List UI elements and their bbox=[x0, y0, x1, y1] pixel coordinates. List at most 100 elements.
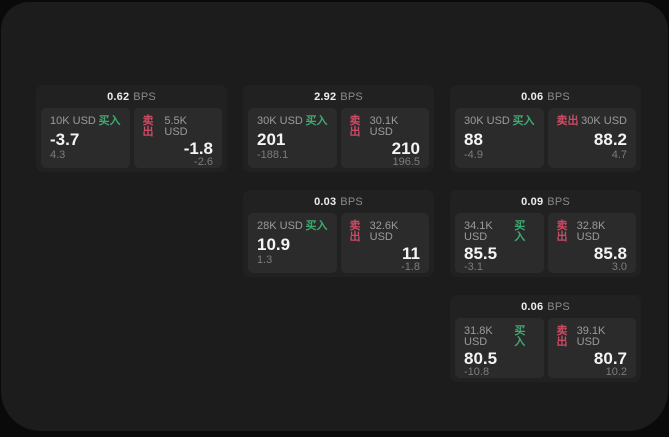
buy-tile-header: 10K USD 买入 bbox=[50, 116, 121, 127]
bps-unit-label: BPS bbox=[340, 90, 363, 103]
buy-side-label: 买入 bbox=[305, 115, 328, 127]
buy-sub-value: -10.8 bbox=[464, 366, 490, 378]
buy-price: 10.9 bbox=[257, 235, 291, 254]
card-body: 34.1K USD 买入 85.5 -3.1 卖出 32.8K USD 85.8… bbox=[450, 213, 641, 277]
sell-price: 210 bbox=[391, 139, 420, 158]
sell-price: 11 bbox=[402, 244, 420, 263]
sell-price: 88.2 bbox=[593, 130, 627, 149]
sell-price-tile[interactable]: 卖出 32.6K USD 11 -1.8 bbox=[340, 213, 429, 273]
bps-unit-label: BPS bbox=[547, 300, 570, 313]
sell-notional: 32.6K USD bbox=[369, 220, 399, 243]
card-body: 10K USD 买入 -3.7 4.3 卖出 5.5K USD -1.8 -2.… bbox=[36, 108, 227, 172]
buy-price: 88 bbox=[464, 130, 483, 149]
buy-price-tile[interactable]: 31.8K USD 买入 80.5 -10.8 bbox=[455, 318, 544, 378]
buy-price-tile[interactable]: 34.1K USD 买入 85.5 -3.1 bbox=[455, 213, 544, 273]
sell-side-label: 卖出 bbox=[142, 115, 154, 138]
buy-tile-header: 30K USD 买入 bbox=[257, 116, 328, 127]
sell-side-label: 卖出 bbox=[556, 325, 568, 348]
buy-price-tile[interactable]: 30K USD 买入 201 -188.1 bbox=[248, 108, 337, 168]
bps-value: 0.62 bbox=[107, 90, 130, 103]
sell-notional: 30.1K USD bbox=[369, 115, 399, 138]
buy-sub-value: 4.3 bbox=[50, 149, 66, 161]
sell-tile-header: 卖出 32.8K USD bbox=[557, 221, 628, 243]
main-panel: 0.62 BPS 10K USD 买入 -3.7 4.3 卖出 bbox=[1, 2, 668, 431]
sell-price: 80.7 bbox=[593, 349, 627, 368]
sell-price-tile[interactable]: 卖出 5.5K USD -1.8 -2.6 bbox=[133, 108, 222, 168]
card-body: 28K USD 买入 10.9 1.3 卖出 32.6K USD 11 -1.8 bbox=[243, 213, 434, 277]
buy-side-label: 买入 bbox=[98, 115, 121, 127]
buy-tile-header: 31.8K USD 买入 bbox=[464, 326, 535, 348]
sell-sub-value: 4.7 bbox=[611, 149, 627, 161]
sell-tile-header: 卖出 30K USD bbox=[557, 116, 628, 127]
buy-sub-value: -4.9 bbox=[464, 149, 483, 161]
buy-side-label: 买入 bbox=[512, 115, 535, 127]
sell-side-label: 卖出 bbox=[556, 115, 579, 127]
buy-tile-header: 28K USD 买入 bbox=[257, 221, 328, 232]
sell-tile-header: 卖出 5.5K USD bbox=[143, 116, 214, 138]
card-body: 30K USD 买入 88 -4.9 卖出 30K USD 88.2 4.7 bbox=[450, 108, 641, 172]
bps-unit-label: BPS bbox=[133, 90, 156, 103]
sell-notional: 30K USD bbox=[581, 115, 627, 127]
sell-notional: 5.5K USD bbox=[164, 115, 188, 138]
sell-side-label: 卖出 bbox=[556, 220, 568, 243]
quote-card: 0.06 BPS 31.8K USD 买入 80.5 -10.8 卖 bbox=[450, 295, 641, 382]
buy-sub-value: -188.1 bbox=[257, 149, 289, 161]
buy-side-label: 买入 bbox=[305, 220, 328, 232]
sell-notional: 32.8K USD bbox=[576, 220, 606, 243]
buy-side-label: 买入 bbox=[514, 325, 526, 348]
sell-price-tile[interactable]: 卖出 30.1K USD 210 196.5 bbox=[340, 108, 429, 168]
card-header: 2.92 BPS bbox=[243, 85, 434, 108]
sell-price-tile[interactable]: 卖出 32.8K USD 85.8 3.0 bbox=[547, 213, 636, 273]
buy-notional: 30K USD bbox=[257, 115, 303, 127]
bps-value: 0.03 bbox=[314, 195, 337, 208]
sell-tile-header: 卖出 32.6K USD bbox=[350, 221, 421, 243]
buy-price-tile[interactable]: 28K USD 买入 10.9 1.3 bbox=[248, 213, 337, 273]
quote-card: 0.62 BPS 10K USD 买入 -3.7 4.3 卖出 bbox=[36, 85, 227, 172]
quote-card: 0.03 BPS 28K USD 买入 10.9 1.3 卖出 bbox=[243, 190, 434, 277]
buy-sub-value: -3.1 bbox=[464, 261, 483, 273]
card-header: 0.06 BPS bbox=[450, 85, 641, 108]
bps-unit-label: BPS bbox=[547, 90, 570, 103]
sell-price-tile[interactable]: 卖出 39.1K USD 80.7 10.2 bbox=[547, 318, 636, 378]
buy-price: 80.5 bbox=[464, 349, 498, 368]
bps-value: 0.06 bbox=[521, 300, 544, 313]
quote-cards-grid: 0.62 BPS 10K USD 买入 -3.7 4.3 卖出 bbox=[36, 85, 641, 382]
card-body: 31.8K USD 买入 80.5 -10.8 卖出 39.1K USD 80.… bbox=[450, 318, 641, 382]
sell-price: 85.8 bbox=[593, 244, 627, 263]
sell-price-tile[interactable]: 卖出 30K USD 88.2 4.7 bbox=[547, 108, 636, 168]
buy-price-tile[interactable]: 10K USD 买入 -3.7 4.3 bbox=[41, 108, 130, 168]
buy-price: -3.7 bbox=[50, 130, 80, 149]
card-header: 0.06 BPS bbox=[450, 295, 641, 318]
buy-sub-value: 1.3 bbox=[257, 254, 273, 266]
bps-value: 2.92 bbox=[314, 90, 337, 103]
sell-notional: 39.1K USD bbox=[576, 325, 606, 348]
buy-notional: 30K USD bbox=[464, 115, 510, 127]
quote-card: 0.09 BPS 34.1K USD 买入 85.5 -3.1 卖出 bbox=[450, 190, 641, 277]
sell-side-label: 卖出 bbox=[349, 115, 361, 138]
buy-price: 85.5 bbox=[464, 244, 498, 263]
buy-side-label: 买入 bbox=[514, 220, 526, 243]
card-header: 0.62 BPS bbox=[36, 85, 227, 108]
sell-tile-header: 卖出 39.1K USD bbox=[557, 326, 628, 348]
sell-sub-value: 10.2 bbox=[605, 366, 627, 378]
sell-side-label: 卖出 bbox=[349, 220, 361, 243]
buy-notional: 31.8K USD bbox=[464, 325, 493, 348]
buy-notional: 34.1K USD bbox=[464, 220, 493, 243]
sell-sub-value: -1.8 bbox=[401, 261, 420, 273]
sell-sub-value: 196.5 bbox=[392, 156, 420, 168]
buy-tile-header: 30K USD 买入 bbox=[464, 116, 535, 127]
buy-notional: 28K USD bbox=[257, 220, 303, 232]
buy-notional: 10K USD bbox=[50, 115, 96, 127]
sell-price: -1.8 bbox=[183, 139, 213, 158]
card-body: 30K USD 买入 201 -188.1 卖出 30.1K USD 210 1… bbox=[243, 108, 434, 172]
quote-card: 2.92 BPS 30K USD 买入 201 -188.1 卖出 bbox=[243, 85, 434, 172]
buy-price-tile[interactable]: 30K USD 买入 88 -4.9 bbox=[455, 108, 544, 168]
quote-card: 0.06 BPS 30K USD 买入 88 -4.9 卖出 bbox=[450, 85, 641, 172]
sell-sub-value: -2.6 bbox=[194, 156, 213, 168]
bps-unit-label: BPS bbox=[547, 195, 570, 208]
sell-tile-header: 卖出 30.1K USD bbox=[350, 116, 421, 138]
bps-value: 0.09 bbox=[521, 195, 544, 208]
card-header: 0.03 BPS bbox=[243, 190, 434, 213]
card-header: 0.09 BPS bbox=[450, 190, 641, 213]
